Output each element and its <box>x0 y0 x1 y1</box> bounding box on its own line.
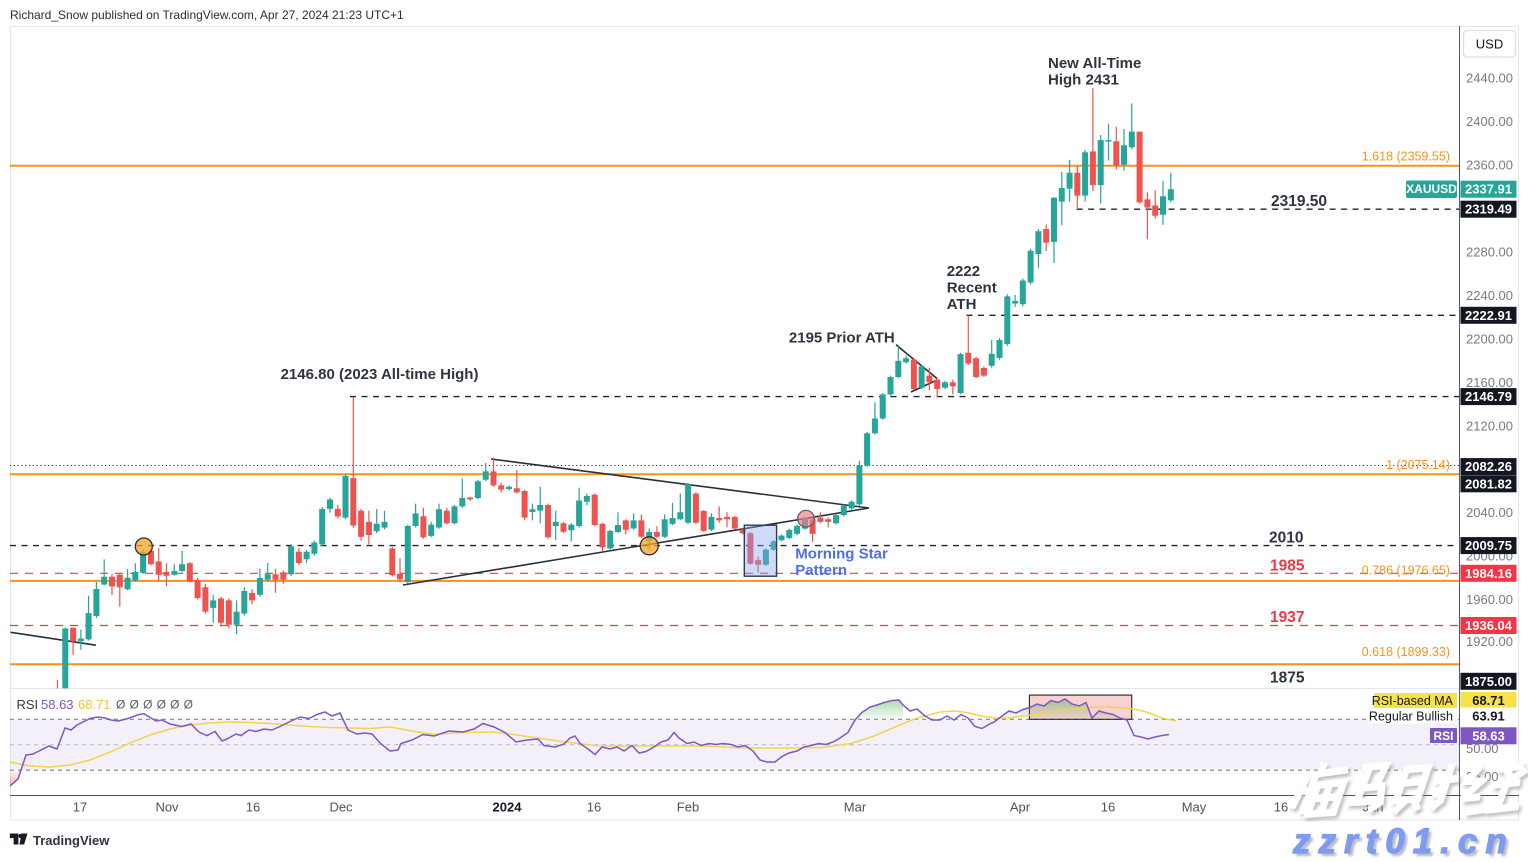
svg-text:Mar: Mar <box>844 800 867 815</box>
svg-text:1 (2075.14): 1 (2075.14) <box>1386 458 1450 472</box>
svg-text:ØØØØØØ: ØØØØØØ <box>116 698 197 712</box>
svg-text:New All-Time: New All-Time <box>1048 55 1141 72</box>
svg-text:1960.00: 1960.00 <box>1466 592 1513 607</box>
svg-text:Apr: Apr <box>1010 800 1031 815</box>
svg-text:16: 16 <box>246 800 260 815</box>
svg-text:1936.04: 1936.04 <box>1465 618 1513 633</box>
svg-text:2319.49: 2319.49 <box>1465 202 1512 217</box>
svg-text:58.63: 58.63 <box>41 697 74 712</box>
svg-text:USD: USD <box>1476 37 1503 52</box>
svg-text:1875: 1875 <box>1270 670 1305 687</box>
svg-text:RSI-based MA: RSI-based MA <box>1372 694 1454 708</box>
svg-text:RSI: RSI <box>1433 729 1453 743</box>
svg-text:2222.91: 2222.91 <box>1465 308 1512 323</box>
svg-text:17: 17 <box>73 800 87 815</box>
svg-text:2195 Prior ATH: 2195 Prior ATH <box>789 330 895 347</box>
svg-text:2400.00: 2400.00 <box>1466 114 1513 129</box>
svg-text:Richard_Snow published on Trad: Richard_Snow published on TradingView.co… <box>10 8 404 22</box>
svg-text:XAUUSD: XAUUSD <box>1406 182 1457 196</box>
svg-text:16: 16 <box>587 800 601 815</box>
svg-text:Regular Bullish: Regular Bullish <box>1369 710 1453 724</box>
svg-text:ATH: ATH <box>947 296 977 313</box>
svg-text:2009.75: 2009.75 <box>1465 538 1512 553</box>
svg-text:2081.82: 2081.82 <box>1465 476 1512 491</box>
svg-text:0.618 (1899.33): 0.618 (1899.33) <box>1362 645 1450 659</box>
svg-text:2010: 2010 <box>1269 530 1303 547</box>
svg-text:2200.00: 2200.00 <box>1466 331 1513 346</box>
svg-text:58.63: 58.63 <box>1472 728 1505 743</box>
svg-text:63.91: 63.91 <box>1472 709 1505 724</box>
svg-text:2360.00: 2360.00 <box>1466 158 1513 173</box>
svg-text:Dec: Dec <box>329 800 353 815</box>
svg-text:2240.00: 2240.00 <box>1466 288 1513 303</box>
svg-text:1920.00: 1920.00 <box>1466 634 1513 649</box>
svg-text:2222: 2222 <box>947 263 980 280</box>
svg-text:Feb: Feb <box>677 800 699 815</box>
svg-text:RSI: RSI <box>17 697 39 712</box>
svg-text:1937: 1937 <box>1270 609 1304 626</box>
svg-text:2146.80 (2023 All-time High): 2146.80 (2023 All-time High) <box>281 366 479 383</box>
svg-text:2120.00: 2120.00 <box>1466 418 1513 433</box>
svg-text:1985: 1985 <box>1270 558 1305 575</box>
svg-text:May: May <box>1182 800 1207 815</box>
svg-text:68.71: 68.71 <box>78 697 111 712</box>
svg-text:1.618 (2359.55): 1.618 (2359.55) <box>1362 150 1450 164</box>
svg-text:TradingView: TradingView <box>33 833 110 848</box>
svg-text:68.71: 68.71 <box>1472 693 1505 708</box>
svg-text:2160.00: 2160.00 <box>1466 375 1513 390</box>
svg-text:2024: 2024 <box>493 800 523 815</box>
svg-text:1984.16: 1984.16 <box>1465 566 1512 581</box>
svg-text:1875.00: 1875.00 <box>1465 674 1512 689</box>
svg-text:2280.00: 2280.00 <box>1466 245 1513 260</box>
svg-text:High 2431: High 2431 <box>1048 72 1119 89</box>
svg-text:Morning Star: Morning Star <box>795 546 888 563</box>
svg-text:2319.50: 2319.50 <box>1271 193 1327 210</box>
svg-text:2082.26: 2082.26 <box>1465 459 1512 474</box>
svg-text:2040.00: 2040.00 <box>1466 505 1513 520</box>
svg-text:16: 16 <box>1274 800 1288 815</box>
svg-text:16: 16 <box>1101 800 1115 815</box>
svg-text:0.786 (1976.65): 0.786 (1976.65) <box>1362 564 1450 578</box>
svg-text:Recent: Recent <box>947 280 997 297</box>
svg-text:2337.91: 2337.91 <box>1465 182 1512 197</box>
svg-text:2146.79: 2146.79 <box>1465 389 1512 404</box>
svg-text:2440.00: 2440.00 <box>1466 71 1513 86</box>
svg-text:Nov: Nov <box>155 800 179 815</box>
svg-text:50.00: 50.00 <box>1466 741 1499 756</box>
svg-text:Pattern: Pattern <box>795 562 847 579</box>
